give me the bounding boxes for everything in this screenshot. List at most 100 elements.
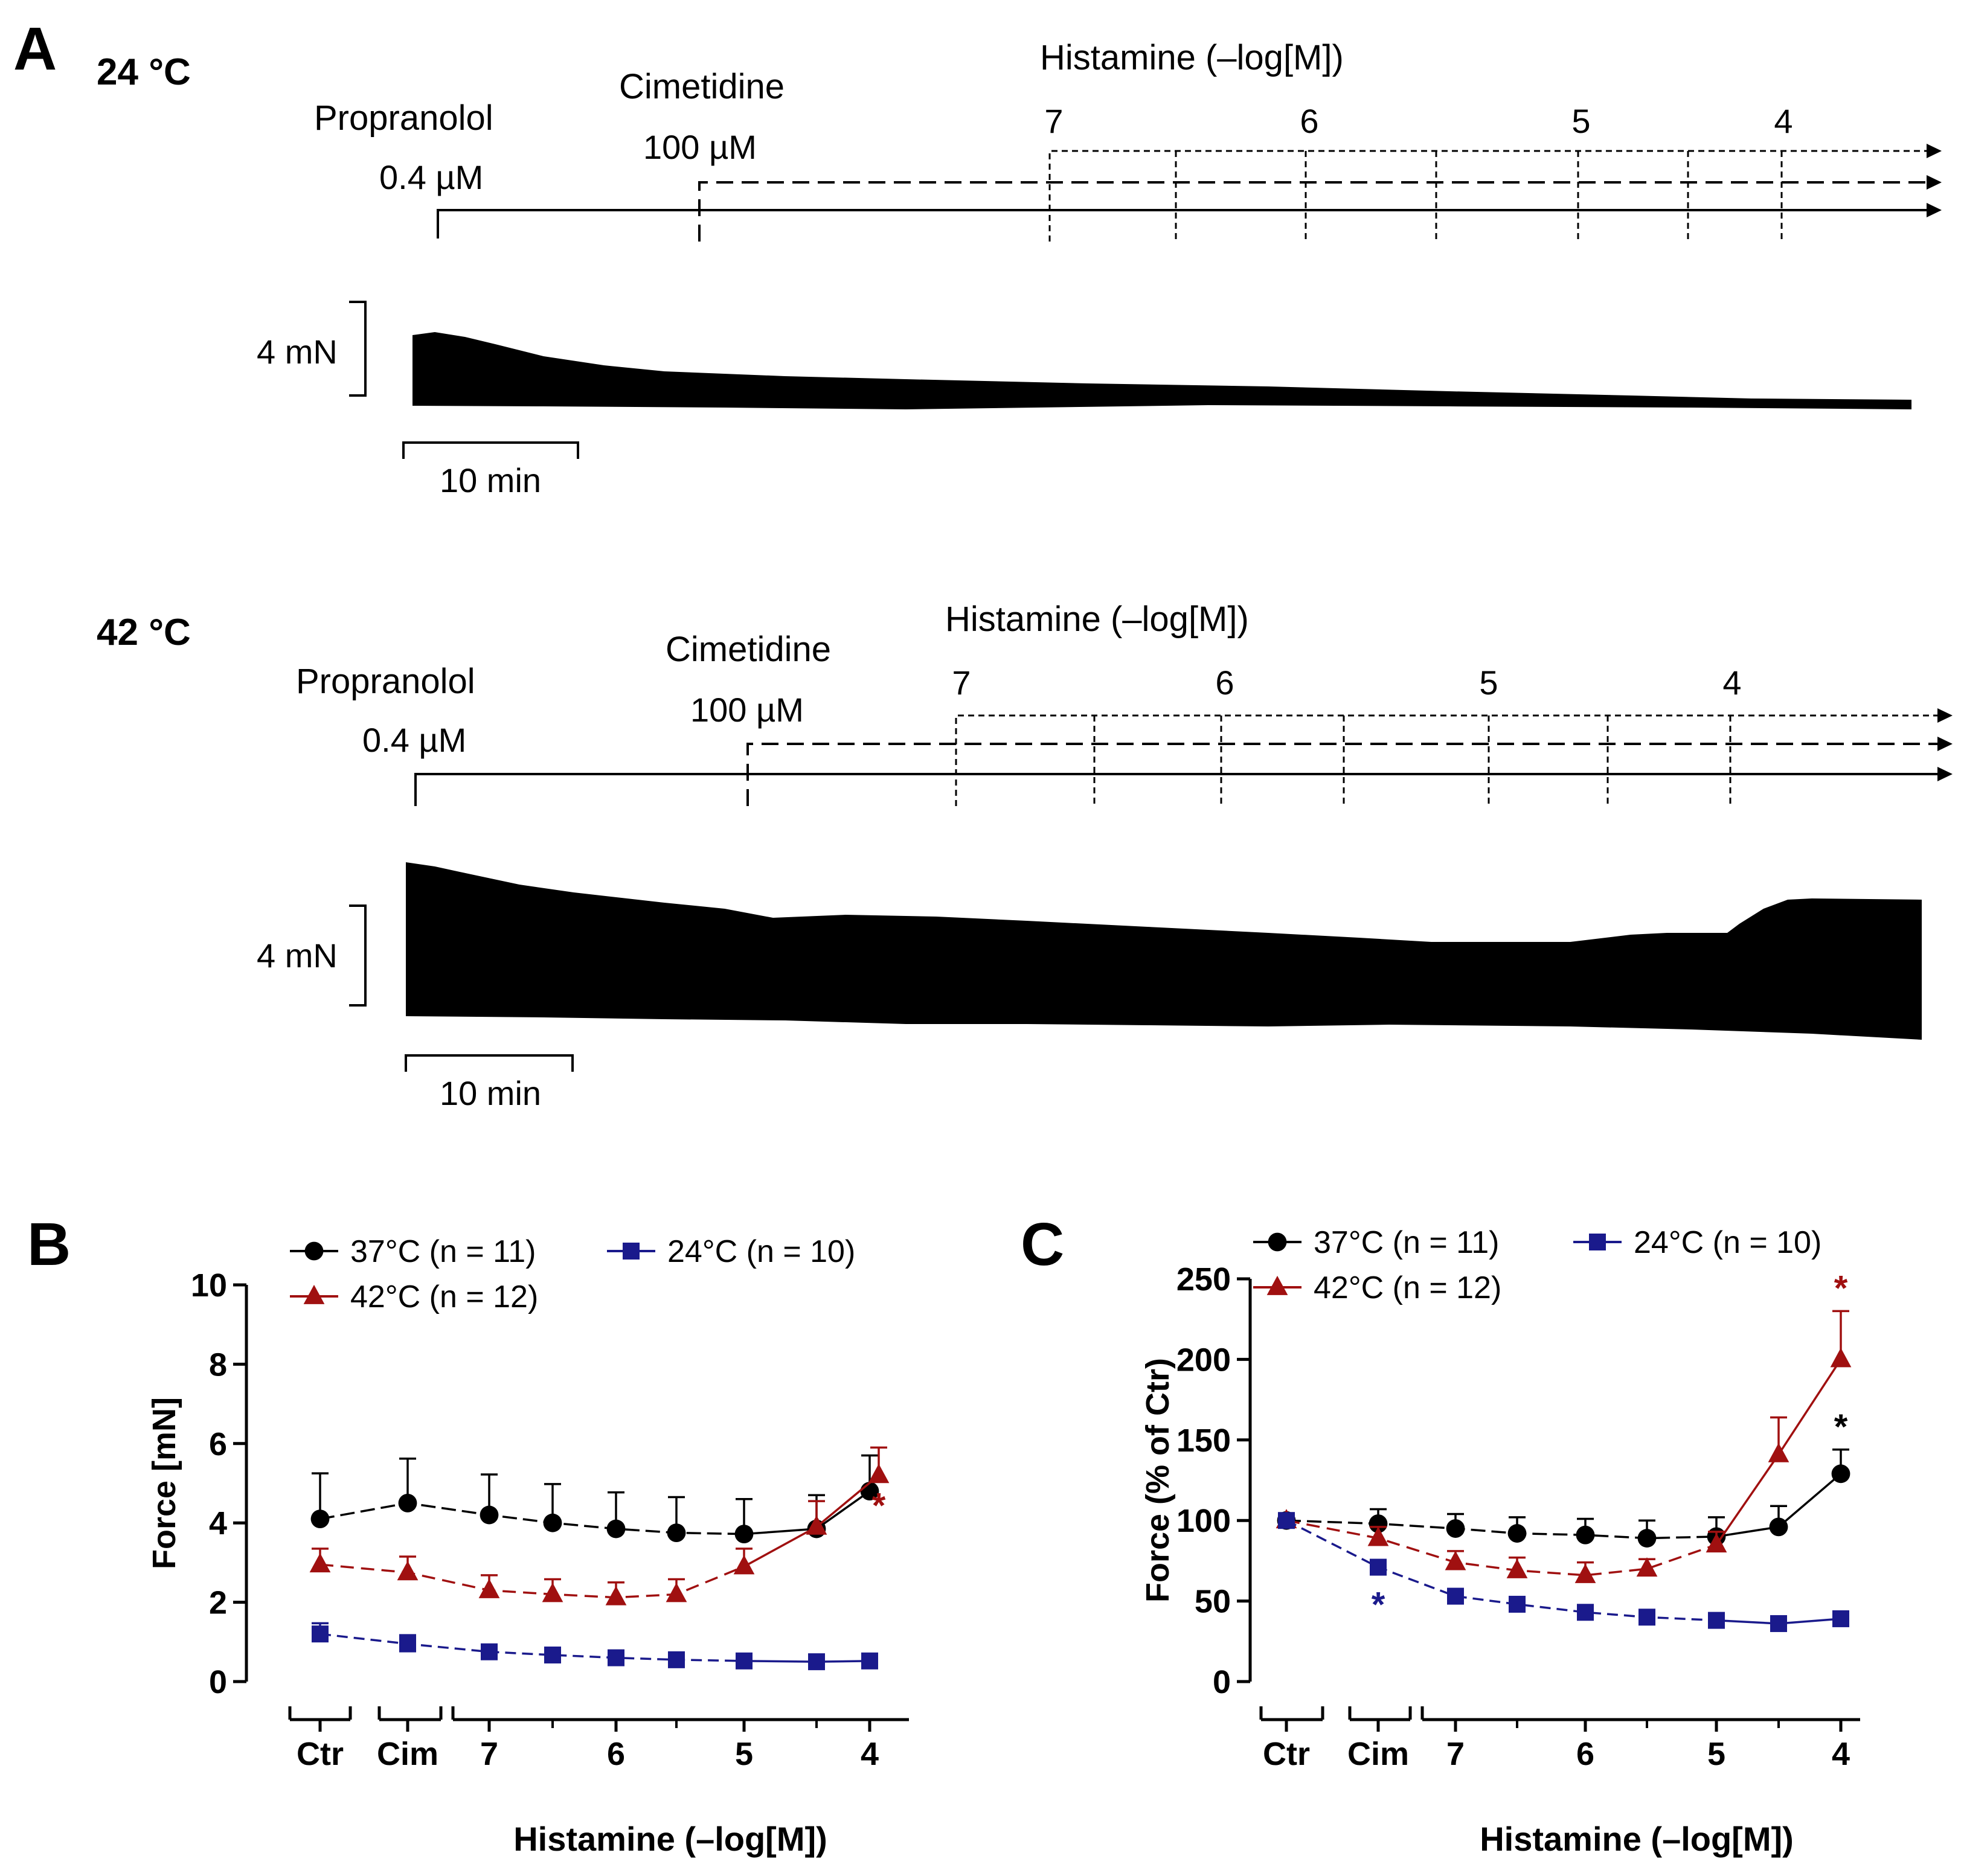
x-axis-label: Histamine (–log[M]) (513, 1820, 827, 1858)
x-axis-label: Histamine (–log[M]) (1480, 1820, 1794, 1858)
arrowhead-icon (1927, 175, 1942, 190)
propranolol-line-42c (414, 773, 1937, 806)
cimetidine-label-42c: Cimetidine (666, 630, 831, 669)
data-point-circle (480, 1505, 499, 1525)
data-point-circle (1369, 1514, 1388, 1533)
legend-label: 42°C (n = 12) (1314, 1270, 1501, 1305)
data-point-square (399, 1635, 416, 1653)
data-point-triangle (1266, 1275, 1288, 1295)
time-scale-bar-42c (405, 1054, 574, 1072)
y-tick-label: 200 (1176, 1342, 1231, 1378)
y-tick-label: 150 (1176, 1423, 1231, 1459)
data-point-triangle (1768, 1442, 1789, 1462)
legend-label: 37°C (n = 11) (350, 1234, 536, 1269)
data-point-triangle (733, 1555, 755, 1575)
panel-label-c: C (1021, 1211, 1064, 1278)
cimetidine-conc-24c: 100 µM (643, 128, 757, 166)
histamine-step-4-24c: 4 (1774, 102, 1793, 140)
x-tick-label: 6 (1576, 1736, 1594, 1772)
histamine-step-4-42c: 4 (1722, 664, 1741, 702)
histamine-step-5-24c: 5 (1571, 102, 1590, 140)
propranolol-conc-24c: 0.4 µM (379, 158, 483, 196)
x-tick-label: Cim (377, 1736, 438, 1772)
time-scale-label-42c: 10 min (440, 1074, 541, 1112)
histamine-step-6-24c: 6 (1300, 102, 1318, 140)
histamine-step-markers-24c (1175, 151, 1783, 242)
histamine-header-24c: Histamine (–log[M]) (1040, 38, 1344, 77)
data-point-square (544, 1646, 561, 1663)
cimetidine-line-42c (746, 743, 1937, 806)
x-tick-label: 5 (1707, 1736, 1725, 1772)
significance-asterisk: * (872, 1486, 886, 1525)
arrowhead-icon (1937, 708, 1953, 723)
histamine-header-42c: Histamine (–log[M]) (945, 600, 1249, 639)
temp-label-24c: 24 °C (97, 51, 191, 93)
data-point-circle (667, 1523, 686, 1543)
data-point-triangle (542, 1583, 563, 1602)
propranolol-line-24c (437, 209, 1927, 239)
data-point-circle (1268, 1232, 1287, 1252)
y-tick-label: 4 (209, 1505, 227, 1541)
propranolol-label-24c: Propranolol (314, 98, 493, 138)
trace-24c: 24 °C Propranolol 0.4 µM Cimetidine 100 … (97, 38, 1942, 499)
arrowhead-icon (1937, 767, 1953, 781)
data-point-triangle (1506, 1558, 1528, 1578)
x-tick-label: 4 (861, 1736, 879, 1772)
panel-label-a: A (13, 15, 57, 83)
panel-label-b: B (27, 1211, 71, 1278)
data-point-triangle (605, 1586, 627, 1605)
force-scale-label-42c: 4 mN (257, 936, 338, 975)
force-scale-label-24c: 4 mN (257, 333, 338, 371)
data-point-triangle (303, 1284, 325, 1304)
arrowhead-icon (1927, 144, 1942, 158)
significance-asterisk: * (1834, 1269, 1848, 1308)
data-point-triangle (1445, 1551, 1466, 1570)
data-point-square (1832, 1610, 1849, 1627)
data-point-square (1708, 1612, 1725, 1629)
data-point-square (1577, 1604, 1594, 1621)
force-trace-42c (406, 862, 1922, 1040)
cimetidine-conc-42c: 100 µM (690, 691, 804, 729)
y-tick-label: 8 (209, 1346, 227, 1383)
x-tick-label: 4 (1832, 1736, 1850, 1772)
x-tick-label: Ctr (1263, 1736, 1310, 1772)
y-tick-label: 100 (1176, 1503, 1231, 1539)
data-point-circle (1831, 1464, 1850, 1484)
data-point-square (481, 1643, 498, 1660)
data-point-square (312, 1625, 329, 1643)
legend-label: 37°C (n = 11) (1314, 1225, 1499, 1260)
propranolol-conc-42c: 0.4 µM (362, 721, 466, 759)
data-point-square (1638, 1609, 1655, 1626)
force-scale-bar-42c (349, 904, 367, 1007)
data-point-triangle (397, 1561, 419, 1581)
chart-b: 0 2 4 6 8 10 Force [mN] Ctr Cim 7 6 5 4 Histamine (–l… (146, 1234, 909, 1858)
data-point-triangle (1830, 1348, 1852, 1368)
histamine-line-24c (1048, 150, 1927, 242)
legend-label: 42°C (n = 12) (350, 1279, 538, 1314)
series-line (743, 1660, 870, 1663)
cimetidine-line-24c (698, 181, 1927, 242)
data-point-square (1370, 1558, 1387, 1576)
data-point-circle (1576, 1525, 1595, 1545)
chart-c: 0 50 100 150 200 250 Force (% of Ctr) Ctr Cim 7 6 5… (1140, 1225, 1860, 1858)
y-tick-label: 250 (1176, 1261, 1231, 1298)
x-tick-label: 6 (607, 1736, 625, 1772)
cimetidine-label-24c: Cimetidine (619, 67, 785, 106)
data-point-triangle (309, 1553, 331, 1573)
data-point-triangle (666, 1583, 687, 1602)
series-line (743, 1474, 880, 1568)
x-tick-label: 7 (1446, 1736, 1465, 1772)
force-trace-24c (412, 332, 1911, 409)
data-point-square (861, 1652, 878, 1670)
data-point-square (1278, 1512, 1295, 1529)
x-tick-label: Cim (1347, 1736, 1409, 1772)
time-scale-label-24c: 10 min (440, 461, 541, 499)
data-point-square (808, 1653, 825, 1671)
y-tick-label: 50 (1195, 1584, 1231, 1620)
data-point-square (608, 1649, 624, 1666)
y-axis-label: Force [mN] (146, 1397, 182, 1569)
data-point-triangle (806, 1515, 827, 1535)
data-point-circle (1637, 1529, 1657, 1548)
data-point-circle (1769, 1517, 1788, 1537)
